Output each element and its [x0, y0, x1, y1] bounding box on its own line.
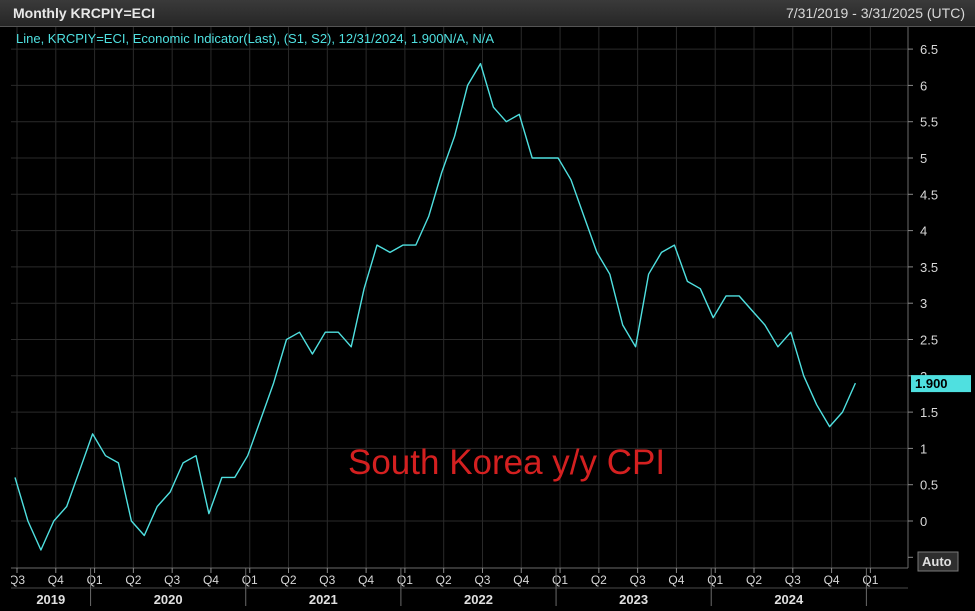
y-tick-label: 4 [920, 224, 927, 239]
x-tick-label: Q1 [87, 573, 103, 587]
year-label: 2020 [154, 592, 183, 606]
chart-area[interactable]: -000.511.522.533.544.555.566.5 Q3Q4Q1Q2Q… [11, 27, 973, 606]
y-tick-label: 6.5 [920, 42, 938, 57]
y-tick-label: 5 [920, 151, 927, 166]
year-label: 2022 [464, 592, 493, 606]
x-tick-label: Q4 [513, 573, 529, 587]
last-value-tag: 1.900 [911, 375, 971, 392]
x-tick-label: Q3 [474, 573, 490, 587]
y-tick-label: 3.5 [920, 260, 938, 275]
x-tick-label: Q3 [11, 573, 25, 587]
x-tick-label: Q3 [319, 573, 335, 587]
y-tick-label: 0 [920, 514, 927, 529]
chart-svg[interactable]: -000.511.522.533.544.555.566.5 Q3Q4Q1Q2Q… [11, 27, 973, 606]
y-tick-label: 0.5 [920, 478, 938, 493]
x-tick-label: Q2 [591, 573, 607, 587]
annotation-text: South Korea y/y CPI [348, 443, 665, 482]
y-tick-label: 2.5 [920, 333, 938, 348]
x-tick-label: Q4 [668, 573, 684, 587]
x-tick-label: Q2 [746, 573, 762, 587]
last-value-text: 1.900 [915, 376, 948, 391]
year-label: 2023 [619, 592, 648, 606]
chart-title: Monthly KRCPIY=ECI [13, 5, 155, 21]
x-tick-label: Q2 [281, 573, 297, 587]
legend-entry[interactable]: Line, KRCPIY=ECI, Economic Indicator(Las… [16, 31, 494, 46]
year-label: 2024 [774, 592, 804, 606]
y-tick-label: 4.5 [920, 187, 938, 202]
x-tick-label: Q3 [785, 573, 801, 587]
y-tick-label: 1.5 [920, 405, 938, 420]
x-tick-label: Q2 [436, 573, 452, 587]
x-tick-label: Q1 [862, 573, 878, 587]
y-tick-label: 5.5 [920, 115, 938, 130]
y-tick-label: 1 [920, 441, 927, 456]
x-tick-label: Q3 [164, 573, 180, 587]
date-range-label: 7/31/2019 - 3/31/2025 (UTC) [786, 5, 965, 21]
x-tick-label: Q4 [824, 573, 840, 587]
x-tick-label: Q1 [397, 573, 413, 587]
year-label: 2021 [309, 592, 338, 606]
x-tick-label: Q2 [125, 573, 141, 587]
x-tick-label: Q1 [707, 573, 723, 587]
x-tick-label: Q4 [48, 573, 64, 587]
chart-background [11, 27, 973, 606]
x-tick-label: Q1 [552, 573, 568, 587]
auto-button-label[interactable]: Auto [922, 554, 952, 569]
x-tick-label: Q4 [358, 573, 374, 587]
x-tick-label: Q3 [630, 573, 646, 587]
x-tick-label: Q4 [203, 573, 219, 587]
auto-button[interactable]: Auto [918, 552, 958, 571]
title-bar: Monthly KRCPIY=ECI 7/31/2019 - 3/31/2025… [0, 0, 975, 27]
y-tick-label: 6 [920, 78, 927, 93]
year-label: 2019 [36, 592, 65, 606]
y-tick-label: 3 [920, 296, 927, 311]
x-tick-label: Q1 [242, 573, 258, 587]
